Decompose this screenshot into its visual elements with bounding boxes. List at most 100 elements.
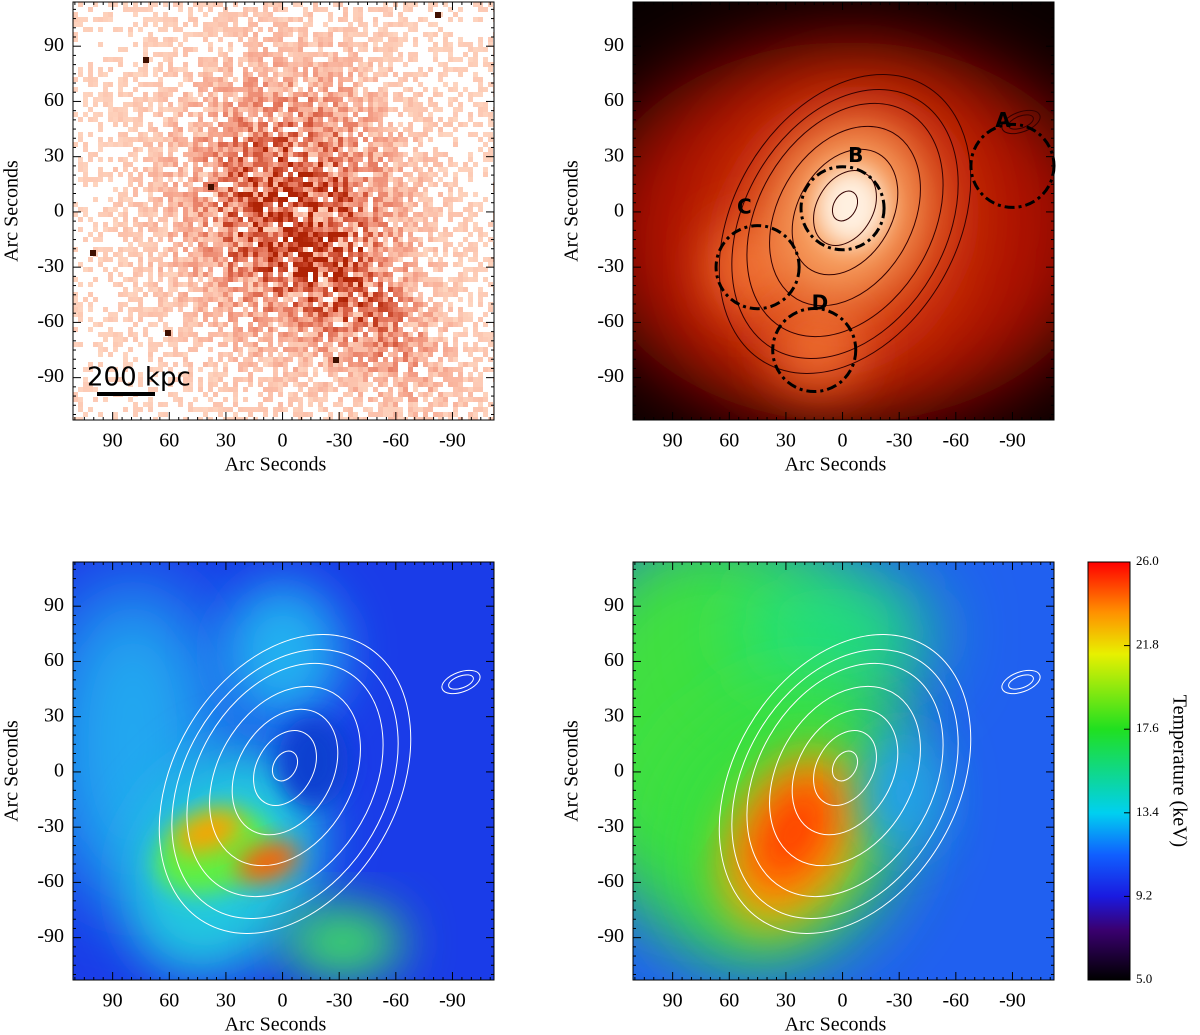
pixel xyxy=(243,232,248,237)
pixel xyxy=(128,277,133,282)
pixel xyxy=(243,292,248,297)
pixel xyxy=(338,242,343,247)
pixel xyxy=(268,277,273,282)
pixel xyxy=(183,222,188,227)
pixel xyxy=(198,217,203,222)
pixel xyxy=(98,352,103,357)
pixel xyxy=(273,242,278,247)
pixel xyxy=(478,387,483,392)
pixel xyxy=(133,42,138,47)
pixel xyxy=(198,277,203,282)
pixel xyxy=(328,152,333,157)
pixel xyxy=(273,297,278,302)
pixel xyxy=(128,92,133,97)
pixel xyxy=(203,152,208,157)
pixel xyxy=(183,237,188,242)
pixel xyxy=(203,82,208,87)
pixel xyxy=(223,187,228,192)
pixel xyxy=(373,362,378,367)
pixel xyxy=(218,192,223,197)
pixel xyxy=(418,342,423,347)
pixel xyxy=(463,377,468,382)
pixel xyxy=(248,27,253,32)
pixel xyxy=(193,152,198,157)
pixel xyxy=(308,147,313,152)
pixel xyxy=(188,242,193,247)
pixel xyxy=(383,102,388,107)
pixel xyxy=(138,377,143,382)
pixel xyxy=(303,252,308,257)
pixel xyxy=(278,307,283,312)
pixel xyxy=(413,157,418,162)
pixel xyxy=(303,137,308,142)
pixel xyxy=(298,187,303,192)
pixel xyxy=(268,182,273,187)
pixel xyxy=(153,187,158,192)
pixel xyxy=(233,17,238,22)
pixel xyxy=(93,297,98,302)
pixel xyxy=(143,52,148,57)
pixel xyxy=(78,132,83,137)
pixel xyxy=(98,342,103,347)
pixel xyxy=(353,12,358,17)
pixel xyxy=(298,317,303,322)
pixel xyxy=(473,247,478,252)
pixel xyxy=(338,77,343,82)
pixel xyxy=(248,192,253,197)
pixel xyxy=(273,107,278,112)
pixel xyxy=(433,52,438,57)
pixel xyxy=(258,357,263,362)
pixel xyxy=(183,67,188,72)
pixel xyxy=(283,312,288,317)
pixel xyxy=(373,32,378,37)
pixel xyxy=(323,312,328,317)
pixel xyxy=(268,317,273,322)
pixel xyxy=(443,122,448,127)
pixel xyxy=(308,392,313,397)
pixel xyxy=(328,12,333,17)
pixel xyxy=(438,312,443,317)
pixel xyxy=(348,167,353,172)
pixel xyxy=(463,207,468,212)
pixel xyxy=(418,337,423,342)
pixel xyxy=(393,357,398,362)
pixel xyxy=(158,307,163,312)
pixel xyxy=(383,92,388,97)
pixel xyxy=(393,287,398,292)
pixel xyxy=(233,172,238,177)
pixel xyxy=(163,217,168,222)
pixel xyxy=(263,267,268,272)
pixel xyxy=(263,272,268,277)
pixel xyxy=(378,367,383,372)
pixel xyxy=(288,72,293,77)
pixel xyxy=(413,212,418,217)
pixel xyxy=(438,267,443,272)
pixel xyxy=(163,327,168,332)
pixel xyxy=(343,272,348,277)
pixel xyxy=(348,117,353,122)
pixel xyxy=(318,162,323,167)
y-tick-label: 0 xyxy=(614,200,624,222)
pixel xyxy=(318,187,323,192)
pixel xyxy=(388,297,393,302)
pixel xyxy=(323,142,328,147)
pixel xyxy=(233,377,238,382)
pixel xyxy=(153,92,158,97)
pixel xyxy=(408,242,413,247)
pixel xyxy=(208,372,213,377)
pixel xyxy=(398,407,403,412)
pixel xyxy=(348,282,353,287)
pixel xyxy=(313,372,318,377)
pixel xyxy=(303,307,308,312)
pixel xyxy=(128,202,133,207)
pixel xyxy=(353,52,358,57)
pixel xyxy=(223,342,228,347)
pixel xyxy=(258,317,263,322)
pixel xyxy=(263,107,268,112)
pixel xyxy=(158,277,163,282)
pixel xyxy=(368,367,373,372)
pixel xyxy=(378,202,383,207)
pixel xyxy=(238,352,243,357)
pixel xyxy=(343,237,348,242)
pixel xyxy=(138,182,143,187)
